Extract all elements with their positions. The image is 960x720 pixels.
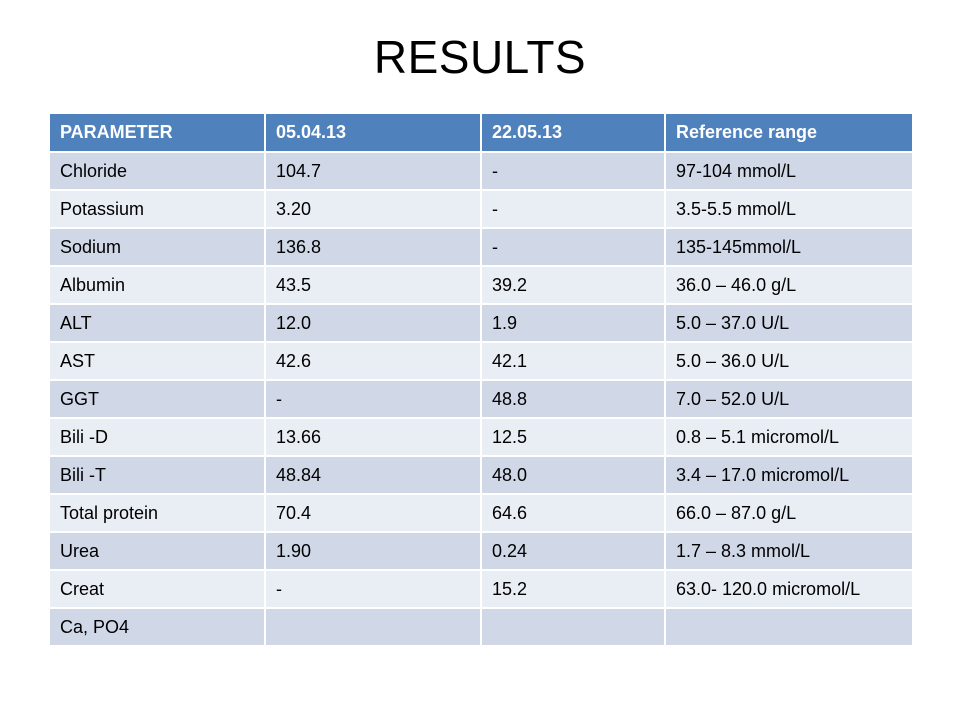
reference-range-cell: 3.4 – 17.0 micromol/L: [664, 455, 914, 495]
reference-range-cell: 3.5-5.5 mmol/L: [664, 189, 914, 229]
value-date-2-cell: 12.5: [480, 417, 666, 457]
table-row: Chloride 104.7 - 97-104 mmol/L: [48, 151, 914, 191]
value-date-2-cell: 1.9: [480, 303, 666, 343]
parameter-cell: Total protein: [48, 493, 266, 533]
parameter-cell: Chloride: [48, 151, 266, 191]
value-date-2-cell: 42.1: [480, 341, 666, 381]
header-parameter: PARAMETER: [48, 112, 266, 153]
value-date-1-cell: 42.6: [264, 341, 482, 381]
reference-range-cell: 66.0 – 87.0 g/L: [664, 493, 914, 533]
table-row: Bili -D 13.66 12.5 0.8 – 5.1 micromol/L: [48, 417, 914, 457]
parameter-cell: Potassium: [48, 189, 266, 229]
parameter-cell: ALT: [48, 303, 266, 343]
table-row: GGT - 48.8 7.0 – 52.0 U/L: [48, 379, 914, 419]
table-row: Urea 1.90 0.24 1.7 – 8.3 mmol/L: [48, 531, 914, 571]
value-date-1-cell: 3.20: [264, 189, 482, 229]
parameter-cell: AST: [48, 341, 266, 381]
parameter-cell: Bili -T: [48, 455, 266, 495]
reference-range-cell: 97-104 mmol/L: [664, 151, 914, 191]
value-date-2-cell: -: [480, 151, 666, 191]
table-row: Ca, PO4: [48, 607, 914, 647]
reference-range-cell: [664, 607, 914, 647]
value-date-1-cell: 43.5: [264, 265, 482, 305]
header-reference-range: Reference range: [664, 112, 914, 153]
value-date-1-cell: -: [264, 379, 482, 419]
parameter-cell: Albumin: [48, 265, 266, 305]
parameter-cell: Sodium: [48, 227, 266, 267]
reference-range-cell: 36.0 – 46.0 g/L: [664, 265, 914, 305]
results-table: PARAMETER 05.04.13 22.05.13 Reference ra…: [48, 112, 914, 647]
reference-range-cell: 135-145mmol/L: [664, 227, 914, 267]
parameter-cell: GGT: [48, 379, 266, 419]
value-date-2-cell: -: [480, 189, 666, 229]
header-date-2: 22.05.13: [480, 112, 666, 153]
reference-range-cell: 5.0 – 36.0 U/L: [664, 341, 914, 381]
reference-range-cell: 1.7 – 8.3 mmol/L: [664, 531, 914, 571]
value-date-2-cell: 48.8: [480, 379, 666, 419]
reference-range-cell: 7.0 – 52.0 U/L: [664, 379, 914, 419]
value-date-2-cell: -: [480, 227, 666, 267]
value-date-1-cell: 12.0: [264, 303, 482, 343]
value-date-2-cell: [480, 607, 666, 647]
value-date-2-cell: 48.0: [480, 455, 666, 495]
table-row: Creat - 15.2 63.0- 120.0 micromol/L: [48, 569, 914, 609]
table-row: Potassium 3.20 - 3.5-5.5 mmol/L: [48, 189, 914, 229]
value-date-1-cell: -: [264, 569, 482, 609]
table-row: ALT 12.0 1.9 5.0 – 37.0 U/L: [48, 303, 914, 343]
value-date-1-cell: 48.84: [264, 455, 482, 495]
value-date-2-cell: 39.2: [480, 265, 666, 305]
reference-range-cell: 0.8 – 5.1 micromol/L: [664, 417, 914, 457]
value-date-1-cell: 70.4: [264, 493, 482, 533]
value-date-1-cell: 1.90: [264, 531, 482, 571]
table-row: Total protein 70.4 64.6 66.0 – 87.0 g/L: [48, 493, 914, 533]
value-date-2-cell: 15.2: [480, 569, 666, 609]
parameter-cell: Ca, PO4: [48, 607, 266, 647]
value-date-1-cell: 136.8: [264, 227, 482, 267]
parameter-cell: Urea: [48, 531, 266, 571]
value-date-1-cell: 104.7: [264, 151, 482, 191]
table-row: Bili -T 48.84 48.0 3.4 – 17.0 micromol/L: [48, 455, 914, 495]
table-header-row: PARAMETER 05.04.13 22.05.13 Reference ra…: [48, 112, 914, 153]
table-row: Sodium 136.8 - 135-145mmol/L: [48, 227, 914, 267]
table-row: AST 42.6 42.1 5.0 – 36.0 U/L: [48, 341, 914, 381]
parameter-cell: Creat: [48, 569, 266, 609]
reference-range-cell: 5.0 – 37.0 U/L: [664, 303, 914, 343]
value-date-1-cell: [264, 607, 482, 647]
reference-range-cell: 63.0- 120.0 micromol/L: [664, 569, 914, 609]
value-date-1-cell: 13.66: [264, 417, 482, 457]
header-date-1: 05.04.13: [264, 112, 482, 153]
value-date-2-cell: 64.6: [480, 493, 666, 533]
value-date-2-cell: 0.24: [480, 531, 666, 571]
parameter-cell: Bili -D: [48, 417, 266, 457]
slide-title: RESULTS: [373, 31, 587, 83]
table-row: Albumin 43.5 39.2 36.0 – 46.0 g/L: [48, 265, 914, 305]
